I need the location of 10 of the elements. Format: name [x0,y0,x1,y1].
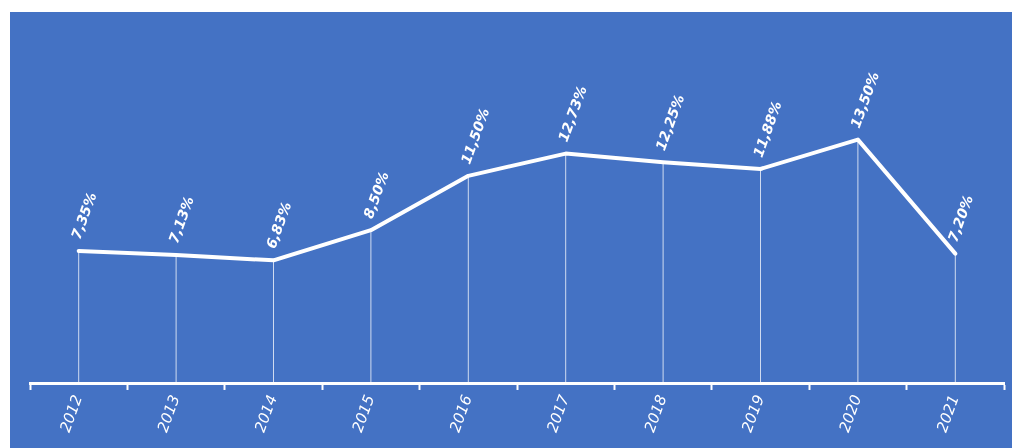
x-tick-label: 2020 [835,392,866,435]
x-tick-label: 2019 [737,392,768,435]
x-tick-label: 2016 [445,392,476,435]
x-tick-label: 2012 [56,392,87,435]
x-tick-label: 2018 [640,392,671,435]
x-tick-label: 2013 [153,392,184,435]
x-tick-label: 2014 [250,392,281,435]
x-tick-label: 2015 [348,392,379,435]
x-tick-label: 2017 [543,392,574,435]
x-tick-label: 2021 [932,392,963,435]
